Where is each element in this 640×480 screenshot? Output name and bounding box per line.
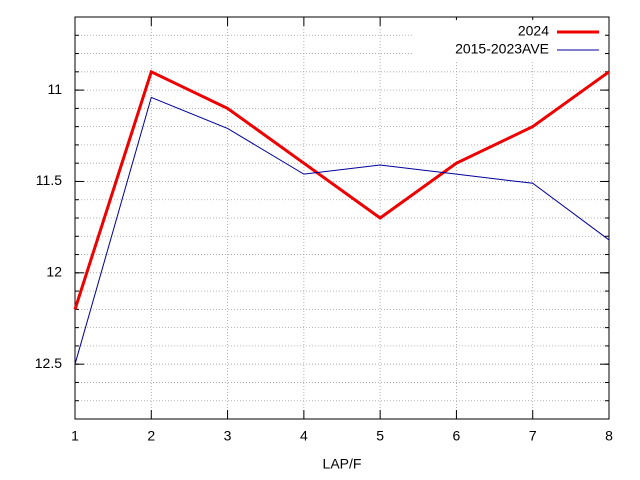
legend-label: 2024 [518, 23, 549, 39]
x-tick-label: 8 [605, 428, 613, 444]
x-tick-label: 5 [376, 428, 384, 444]
y-tick-label: 12.5 [35, 355, 62, 371]
x-axis-label: LAP/F [323, 456, 362, 472]
x-tick-label: 3 [224, 428, 232, 444]
x-tick-label: 6 [453, 428, 461, 444]
legend-label: 2015-2023AVE [455, 41, 549, 57]
y-tick-label: 11 [47, 81, 62, 97]
series-line [73, 69, 610, 310]
y-tick-label: 12 [46, 264, 62, 280]
legend-box [414, 20, 604, 60]
series-line [74, 96, 610, 365]
x-tick-label: 4 [300, 428, 308, 444]
x-tick-label: 2 [147, 428, 155, 444]
x-tick-label: 7 [529, 428, 537, 444]
x-tick-label: 1 [71, 428, 79, 444]
y-tick-label: 11.5 [36, 172, 62, 188]
plot-frame [74, 16, 610, 420]
